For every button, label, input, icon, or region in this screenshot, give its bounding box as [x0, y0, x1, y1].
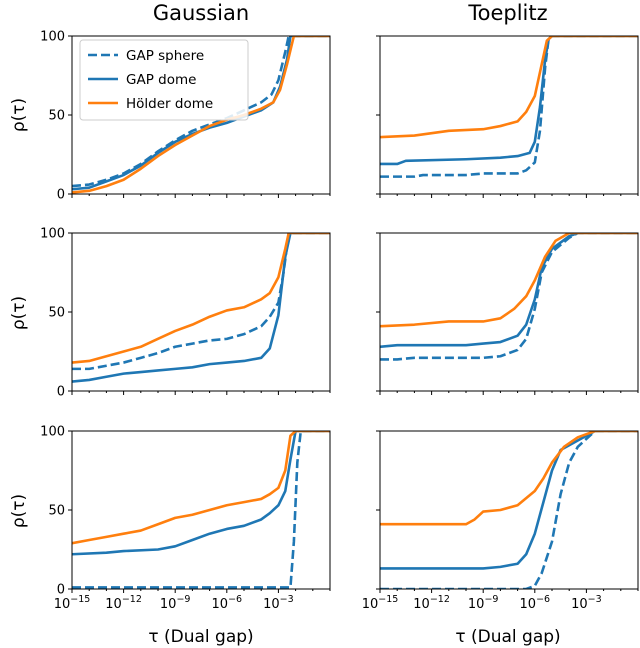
- y-tick-label: 0: [57, 188, 65, 203]
- axes-frame: [379, 35, 639, 195]
- legend: GAP sphere GAP dome Hölder dome: [79, 39, 249, 121]
- series-line-gap-dome: [72, 431, 330, 556]
- x-tick-label: 10−12: [105, 594, 142, 612]
- series-line-gap-dome: [380, 431, 638, 570]
- series-group: [72, 233, 330, 383]
- panel-row2-toeplitz: [376, 232, 639, 395]
- series-line-holder-dome: [380, 233, 638, 328]
- series-line-holder-dome: [380, 431, 638, 526]
- series-group: [380, 431, 638, 589]
- series-line-holder-dome: [72, 233, 330, 364]
- legend-label-holder-dome: Hölder dome: [126, 96, 213, 112]
- y-axis-label-row3: ρ(τ): [9, 494, 29, 528]
- series-line-holder-dome: [72, 431, 330, 545]
- series-group: [380, 36, 638, 178]
- x-tick-label: 10−9: [160, 594, 191, 612]
- column-title-gaussian: Gaussian: [153, 1, 249, 25]
- legend-label-gap-dome: GAP dome: [126, 72, 196, 88]
- y-axis-label-row2: ρ(τ): [9, 296, 29, 330]
- series-line-holder-dome: [380, 36, 638, 139]
- series-line-gap-sphere: [380, 431, 638, 589]
- series-line-gap-dome: [380, 36, 638, 166]
- x-tick-label: 10−3: [263, 594, 294, 612]
- y-tick-label: 0: [57, 583, 65, 598]
- axes-frame: [71, 232, 331, 392]
- x-tick-label: 10−15: [362, 594, 399, 612]
- y-tick-label: 50: [48, 306, 65, 321]
- panel-row2-gaussian: 0 50 100: [40, 227, 331, 400]
- panel-row3-toeplitz: 10−15 10−12 10−9 10−6 10−3: [362, 430, 639, 612]
- series-line-gap-sphere: [72, 36, 330, 188]
- series-line-gap-dome: [380, 233, 638, 349]
- series-line-holder-dome: [72, 36, 330, 194]
- legend-label-gap-sphere: GAP sphere: [126, 48, 204, 64]
- y-axis-label-row1: ρ(τ): [9, 98, 29, 132]
- y-tick-label: 100: [40, 227, 65, 242]
- y-tick-label: 100: [40, 30, 65, 45]
- y-tick-label: 50: [48, 504, 65, 519]
- panel-row3-gaussian: 0 50 100 10−15 10−12 10−9 10−6 10−3: [40, 425, 331, 612]
- series-line-gap-sphere: [380, 233, 638, 361]
- panel-row1-toeplitz: [376, 35, 639, 198]
- x-tick-label: 10−9: [468, 594, 499, 612]
- y-tick-label: 100: [40, 425, 65, 440]
- series-line-gap-sphere: [72, 431, 330, 589]
- x-axis-label-toeplitz: τ (Dual gap): [455, 627, 560, 647]
- x-tick-label: 10−6: [212, 594, 243, 612]
- series-group: [72, 36, 330, 194]
- series-line-gap-dome: [72, 233, 330, 383]
- x-tick-label: 10−6: [520, 594, 551, 612]
- panel-row1-gaussian: 0 50 100: [40, 30, 331, 203]
- x-tick-label: 10−12: [413, 594, 450, 612]
- column-title-toeplitz: Toeplitz: [467, 1, 547, 25]
- series-line-gap-sphere: [72, 233, 330, 371]
- x-tick-label: 10−3: [571, 594, 602, 612]
- series-line-gap-sphere: [380, 36, 638, 178]
- x-axis-label-gaussian: τ (Dual gap): [148, 627, 253, 647]
- y-tick-label: 0: [57, 385, 65, 400]
- legend-box: [79, 39, 249, 121]
- series-group: [380, 233, 638, 361]
- series-group: [72, 431, 330, 589]
- y-tick-label: 50: [48, 109, 65, 124]
- x-tick-label: 10−15: [54, 594, 91, 612]
